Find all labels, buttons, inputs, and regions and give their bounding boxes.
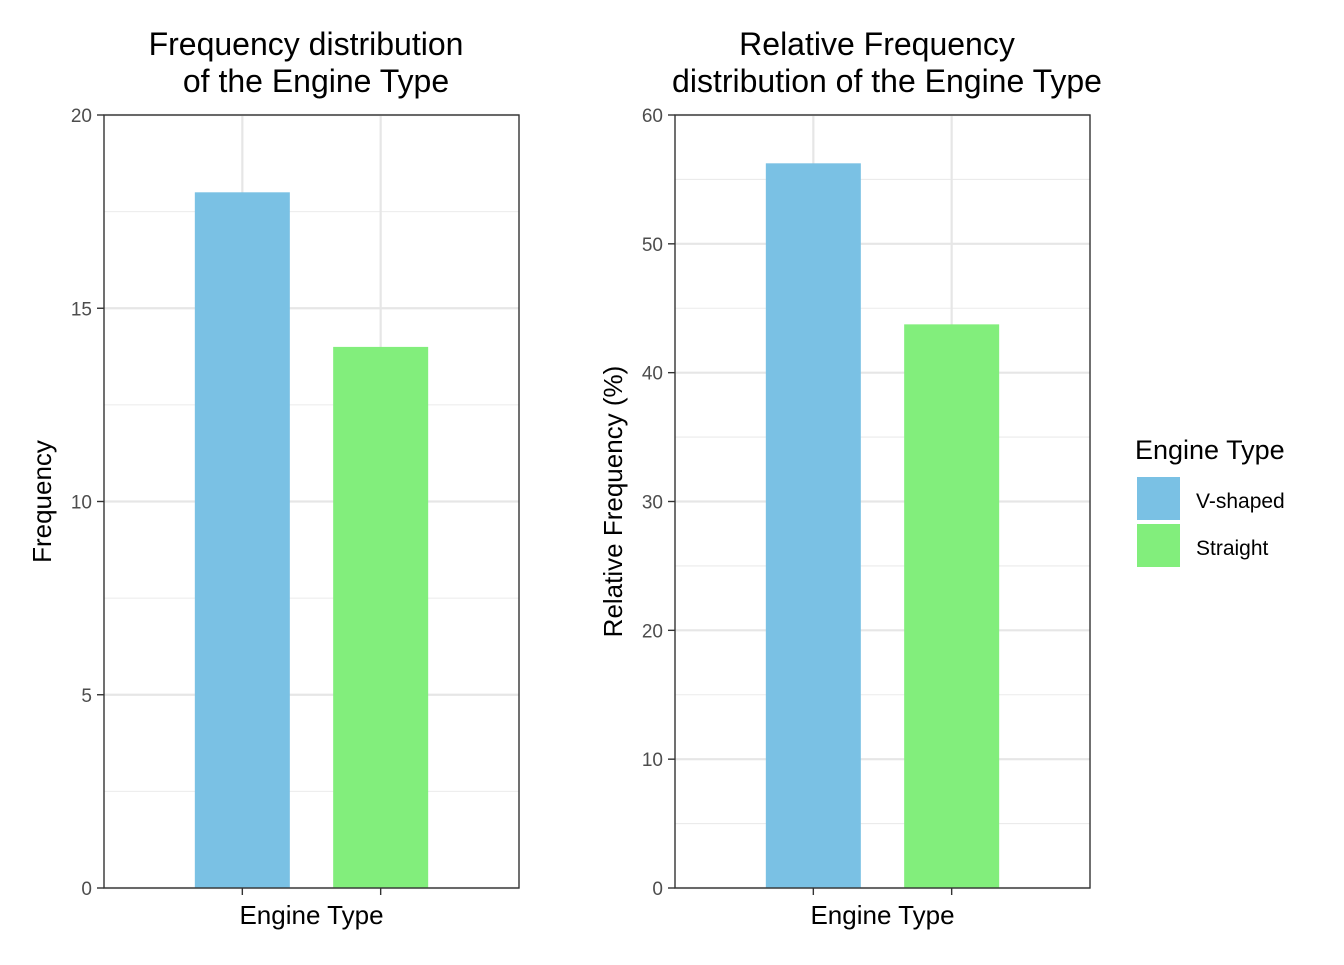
bars [194,192,429,889]
y-tick-label: 20 [71,106,92,127]
legend-title: Engine Type [1135,435,1285,465]
x-axis [241,888,382,895]
grid [675,113,1090,890]
chart-title-line-1: Relative Frequency [739,26,1015,62]
chart-title-line-2: distribution of the Engine Type [672,63,1102,99]
y-axis-label: Relative Frequency (%) [598,366,628,638]
grid [104,113,519,890]
x-axis [812,888,953,895]
frequency-chart: Frequency distribution of the Engine Typ… [27,26,520,930]
y-tick-label: 0 [652,879,663,900]
y-tick-label: 40 [642,364,663,385]
bar-straight [333,346,429,888]
x-axis-label: Engine Type [239,900,383,930]
y-tick-label: 5 [81,686,92,707]
legend-swatch-v-shaped [1137,477,1180,520]
y-axis-label: Frequency [27,440,57,563]
bar-v-shaped [194,192,290,889]
y-tick-label: 0 [81,879,92,900]
bar-straight [904,324,1000,889]
bar-v-shaped [765,163,861,888]
y-tick-label: 20 [642,621,663,642]
chart-title-line-1: Frequency distribution [149,26,464,62]
bars [765,163,1000,889]
y-tick-label: 10 [71,493,92,514]
y-axis: 0 10 20 30 40 50 60 [642,106,675,900]
y-tick-label: 15 [71,299,92,320]
legend-swatch-straight [1137,524,1180,567]
y-tick-label: 60 [642,106,663,127]
y-axis: 0 5 10 15 20 [71,106,104,900]
y-tick-label: 30 [642,493,663,514]
legend-label-straight: Straight [1196,537,1269,560]
x-axis-label: Engine Type [810,900,954,930]
relative-frequency-chart: Relative Frequency distribution of the E… [598,26,1102,930]
legend-label-v-shaped: V-shaped [1196,490,1285,513]
chart-title-line-2: of the Engine Type [183,63,449,99]
y-tick-label: 50 [642,235,663,256]
legend: Engine Type V-shaped Straight [1135,435,1285,567]
y-tick-label: 10 [642,750,663,771]
